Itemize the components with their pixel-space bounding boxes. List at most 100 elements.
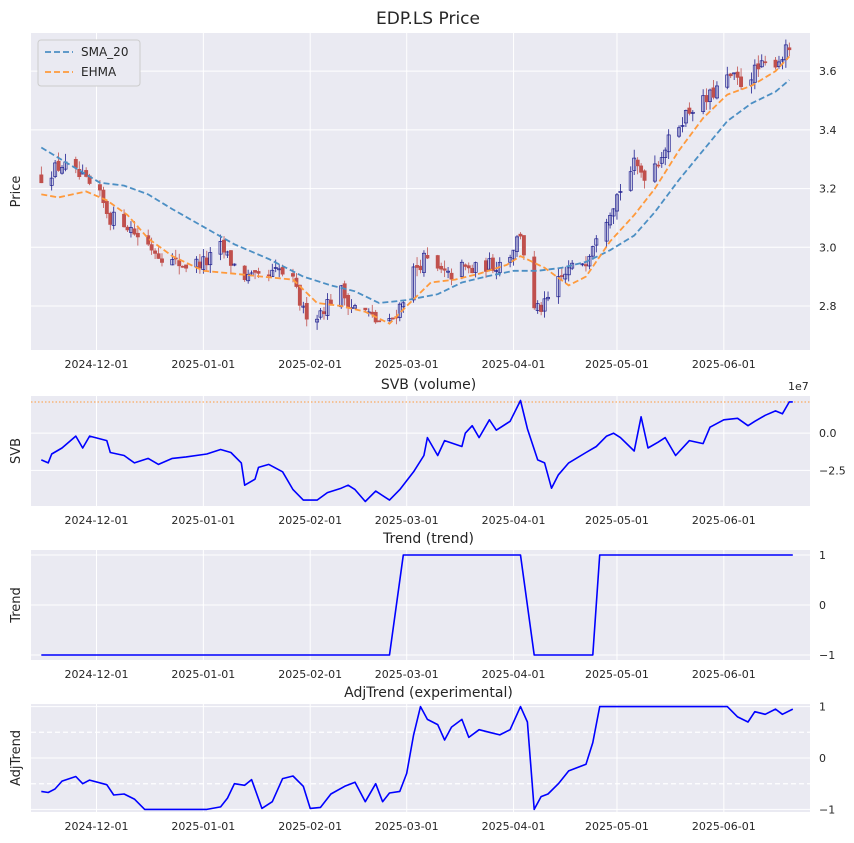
candle-body — [322, 311, 326, 315]
candle-body — [659, 157, 664, 164]
candle-body — [101, 189, 106, 204]
subplot-title: AdjTrend (experimental) — [344, 685, 513, 701]
candle-body — [56, 160, 61, 171]
panels: 2024-12-01 2025-01-01 2025-02-01 2025-03-01… — [9, 33, 846, 833]
x-tick-label: 2024-12-01 — [65, 358, 129, 371]
x-tick-label: 2025-01-01 — [171, 668, 235, 681]
legend: SMA_20 EHMA — [37, 39, 141, 87]
x-tick-label: 2025-06-01 — [692, 820, 756, 833]
candle-body — [135, 232, 140, 238]
candle-body — [390, 317, 395, 320]
candle-body — [435, 255, 440, 269]
candle-body — [566, 267, 571, 276]
candle-body — [242, 265, 247, 281]
candle-body — [353, 305, 357, 309]
candle-body — [590, 246, 595, 257]
candle-body — [490, 257, 495, 271]
panel-trend: 2024-12-01 2025-01-01 2025-02-01 2025-03-01… — [9, 531, 835, 681]
x-tick-label: 2025-04-01 — [482, 514, 546, 527]
x-tick-label: 2025-04-01 — [482, 358, 546, 371]
candle-body — [701, 95, 706, 112]
candle-body — [421, 252, 426, 273]
candle-body — [604, 221, 609, 242]
x-tick-label: 2025-06-01 — [692, 668, 756, 681]
candle-body — [153, 250, 158, 254]
candle-body — [266, 274, 271, 277]
candle-body — [642, 170, 647, 181]
candle-body — [160, 258, 164, 263]
figure-title: EDP.LS Price — [376, 9, 480, 29]
candle-body — [108, 212, 113, 225]
y-tick-label: 0.0 — [819, 427, 837, 440]
x-tick-label: 2025-05-01 — [585, 514, 649, 527]
candle-body — [559, 275, 564, 277]
candle-body — [39, 174, 44, 184]
y-tick-label: 3.6 — [819, 65, 837, 78]
candle-body — [615, 194, 619, 212]
candle-body — [704, 95, 709, 103]
candle-body — [170, 259, 175, 266]
x-tick-label: 2025-04-01 — [482, 668, 546, 681]
candle-body — [97, 184, 102, 191]
y-tick-label: −1 — [819, 649, 835, 662]
plot-area-price — [31, 33, 810, 350]
candle-body — [253, 270, 257, 273]
x-tick-label: 2025-03-01 — [375, 820, 439, 833]
candle-body — [49, 177, 54, 186]
x-tick-label: 2025-01-01 — [171, 514, 235, 527]
candle-body — [425, 255, 430, 259]
candle-body — [156, 253, 161, 259]
candle-body — [546, 296, 550, 300]
panel-price: 2024-12-01 2025-01-01 2025-02-01 2025-03-01… — [9, 33, 837, 371]
candle-body — [787, 47, 792, 51]
x-tick-label: 2025-01-01 — [171, 358, 235, 371]
candle-body — [725, 74, 730, 88]
candle-body — [370, 311, 375, 315]
candle-body — [297, 284, 302, 306]
candle-body — [666, 134, 671, 153]
candle-body — [197, 261, 202, 269]
candle-body — [415, 265, 420, 268]
series-line-ehma — [41, 55, 790, 325]
candles — [39, 39, 792, 330]
series-line-trend — [41, 554, 793, 656]
candle-body — [680, 125, 685, 127]
y-tick-label: 0 — [819, 752, 826, 765]
x-tick-label: 2025-06-01 — [692, 514, 756, 527]
candle-body — [563, 273, 568, 280]
x-tick-label: 2025-02-01 — [278, 358, 342, 371]
candle-body — [411, 266, 416, 301]
candle-body — [125, 226, 130, 231]
candle-body — [73, 159, 78, 168]
y-axis-label: AdjTrend — [9, 730, 24, 786]
legend-label: EHMA — [81, 65, 117, 79]
candle-body — [228, 250, 233, 266]
candle-body — [652, 163, 657, 182]
candle-body — [149, 244, 154, 251]
candle-body — [387, 318, 392, 322]
candle-body — [508, 257, 513, 263]
x-tick-label: 2025-05-01 — [585, 358, 649, 371]
candle-body — [315, 318, 320, 323]
panel-svb: 2024-12-01 2025-01-01 2025-02-01 2025-03-01… — [9, 377, 846, 527]
subplot-title: SVB (volume) — [381, 377, 476, 393]
y-tick-label: −1 — [819, 803, 835, 816]
x-tick-label: 2025-06-01 — [692, 358, 756, 371]
candle-body — [466, 265, 471, 269]
candle-body — [677, 127, 681, 137]
x-tick-label: 2025-03-01 — [375, 668, 439, 681]
candle-body — [232, 263, 237, 266]
candle-body — [222, 239, 226, 253]
candle-body — [728, 73, 733, 77]
legend-label: SMA_20 — [81, 45, 128, 59]
candle-body — [363, 307, 368, 311]
y-axis-label: SVB — [9, 438, 24, 464]
candle-body — [639, 165, 644, 173]
candle-body — [711, 87, 716, 98]
candle-body — [304, 302, 309, 320]
candle-body — [759, 60, 764, 68]
x-tick-label: 2025-05-01 — [585, 668, 649, 681]
candle-body — [342, 283, 347, 299]
candle-body — [256, 271, 261, 274]
